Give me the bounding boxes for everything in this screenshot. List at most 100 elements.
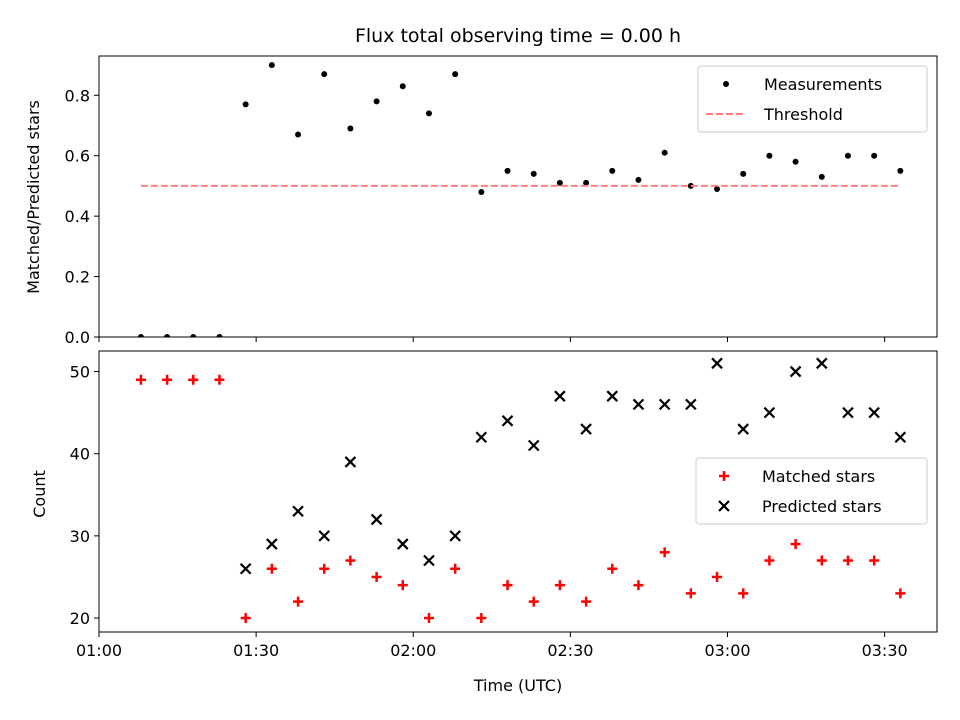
ratio-panel: 0.0 0.2 0.4 0.6 0.8 Measurements Threshold [65, 55, 938, 347]
predicted-star-point [344, 456, 357, 468]
matched-star-point [135, 374, 146, 385]
predicted-star-point [737, 423, 749, 435]
predicted-star-point [554, 390, 566, 402]
matched-star-point [293, 596, 304, 607]
matched-star-point [607, 563, 618, 574]
matched-star-point [162, 374, 173, 385]
measurement-point [216, 334, 223, 337]
predicted-star-point [423, 554, 435, 567]
bottom-y-axis-label: Count [30, 470, 49, 518]
top-y-tick-label: 0.4 [65, 207, 90, 226]
top-y-tick-label: 0.0 [65, 328, 90, 347]
predicted-star-point [868, 406, 880, 419]
matched-star-point [240, 613, 251, 624]
measurement-point [190, 334, 197, 337]
x-tick-label: 02:00 [390, 641, 436, 660]
matched-star-point [476, 613, 487, 624]
measurement-point [844, 152, 851, 159]
predicted-star-point [370, 513, 383, 526]
predicted-star-point [449, 530, 461, 542]
predicted-star-point [318, 530, 330, 542]
measurement-point [137, 334, 144, 337]
predicted-star-point [396, 538, 409, 550]
matched-star-point [345, 555, 356, 566]
predicted-star-point [239, 562, 252, 575]
count-panel: 20 30 40 50 01:00 01:30 02:00 02:30 03:00 03:30 Ma… [70, 350, 938, 660]
matched-star-point [764, 555, 775, 566]
bottom-y-tick-label: 20 [70, 609, 90, 628]
measurement-point [792, 158, 799, 165]
matched-star-point [554, 580, 565, 591]
bottom-y-tick-label: 40 [70, 445, 90, 464]
measurement-point [583, 179, 590, 186]
matched-star-point [423, 613, 434, 624]
matched-star-point [450, 563, 461, 574]
predicted-star-point [842, 406, 854, 419]
measurement-point [268, 62, 275, 69]
bottom-y-tick-label: 50 [70, 363, 90, 382]
matched-star-point [685, 588, 696, 599]
matched-star-point [319, 563, 330, 574]
matched-star-point [659, 547, 670, 558]
measurement-point [635, 176, 642, 183]
top-legend-item: Measurements [723, 75, 882, 94]
bottom-y-tick-label: 30 [70, 527, 90, 546]
top-legend-box [697, 65, 928, 133]
top-legend-label: Threshold [763, 105, 843, 124]
x-tick-label: 01:30 [233, 641, 279, 660]
measurement-point [295, 131, 302, 138]
matched-star-point [397, 580, 408, 591]
matched-star-point [738, 588, 749, 599]
predicted-star-point [266, 538, 278, 550]
predicted-star-point [763, 406, 776, 419]
top-axes-frame [98, 55, 938, 338]
top-plot-area [137, 62, 904, 337]
matched-star-point [895, 588, 906, 599]
bottom-plot-area [135, 357, 907, 624]
x-axis-label: Time (UTC) [473, 676, 562, 695]
predicted-star-point [475, 431, 488, 444]
matched-star-point [633, 580, 644, 591]
predicted-star-point [580, 423, 592, 435]
measurement-point [242, 101, 249, 108]
top-y-tick-label: 0.2 [65, 268, 90, 287]
bottom-legend-box [695, 457, 928, 525]
predicted-star-point [789, 365, 802, 378]
legend-dot-marker [723, 81, 729, 87]
x-tick-label: 01:00 [76, 641, 122, 660]
matched-star-point [528, 596, 539, 607]
matched-star-point [371, 571, 382, 582]
bottom-legend: Matched stars Predicted stars [695, 457, 928, 525]
x-tick-label: 03:00 [704, 641, 750, 660]
top-y-tick-label: 0.6 [65, 147, 90, 166]
measurement-point [504, 167, 511, 174]
measurement-point [321, 71, 328, 78]
predicted-star-point [527, 439, 540, 452]
measurement-point [478, 188, 485, 195]
predicted-star-point [632, 398, 645, 411]
matched-star-point [842, 555, 853, 566]
measurement-point [399, 83, 406, 90]
predicted-star-point [501, 415, 514, 427]
predicted-star-point [711, 357, 723, 370]
matched-star-point [712, 571, 723, 582]
matched-star-point [266, 563, 277, 574]
matched-star-point [869, 555, 880, 566]
measurement-point [164, 334, 171, 337]
bottom-axes-frame [98, 350, 938, 633]
x-tick-label: 02:30 [547, 641, 593, 660]
measurement-point [740, 170, 747, 177]
measurement-point [530, 170, 537, 177]
x-tick-label: 03:30 [862, 641, 908, 660]
measurement-point [556, 179, 563, 186]
bottom-legend-label: Predicted stars [762, 497, 882, 516]
measurement-point [897, 167, 904, 174]
matched-star-point [214, 374, 225, 385]
bottom-legend-item: Predicted stars [718, 497, 882, 516]
measurement-point [425, 110, 432, 117]
top-legend-item: Threshold [706, 105, 843, 124]
bottom-legend-label: Matched stars [762, 467, 875, 486]
measurement-point [609, 167, 616, 174]
predicted-star-point [685, 398, 697, 411]
bottom-legend-item: Matched stars [719, 467, 875, 486]
